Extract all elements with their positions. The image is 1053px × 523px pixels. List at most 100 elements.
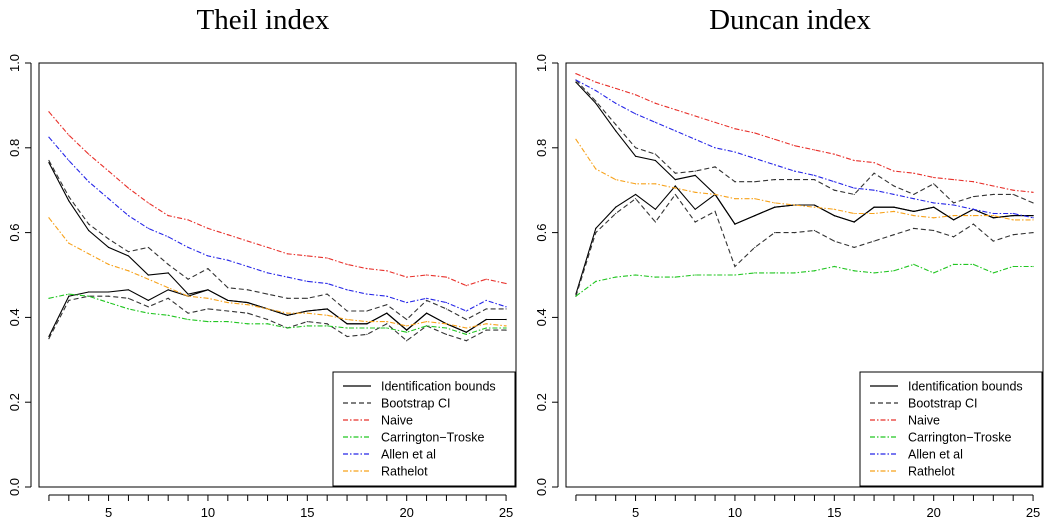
- data-point: [793, 179, 796, 181]
- data-point: [893, 206, 895, 208]
- data-point: [266, 308, 269, 310]
- data-point: [346, 335, 348, 338]
- data-point: [952, 179, 955, 181]
- data-point: [406, 331, 408, 333]
- data-point: [227, 321, 229, 323]
- data-point: [247, 323, 249, 325]
- data-point: [167, 297, 169, 299]
- data-point: [1032, 215, 1034, 217]
- data-point: [1032, 202, 1034, 204]
- data-point: [485, 299, 487, 302]
- y-tick-label: 0.8: [534, 139, 549, 157]
- data-point: [48, 297, 50, 299]
- data-point: [774, 232, 776, 234]
- data-point: [465, 327, 467, 329]
- data-point: [793, 145, 796, 147]
- data-point: [346, 289, 348, 291]
- data-point: [992, 217, 994, 219]
- data-point: [306, 321, 308, 323]
- data-point: [68, 159, 70, 162]
- series-line-bootstrap-ci: [48, 160, 507, 321]
- data-point: [406, 276, 408, 278]
- data-point: [425, 274, 428, 276]
- data-point: [485, 278, 487, 280]
- x-tick-label: 5: [105, 505, 112, 520]
- data-point: [734, 223, 736, 225]
- data-point: [366, 323, 368, 325]
- data-point: [127, 187, 130, 189]
- data-point: [107, 301, 110, 304]
- data-point: [952, 204, 955, 206]
- data-point: [575, 295, 577, 297]
- data-point: [326, 325, 328, 327]
- data-point: [107, 263, 110, 265]
- data-point: [813, 204, 816, 206]
- data-point: [813, 179, 816, 181]
- data-point: [992, 185, 994, 187]
- data-point: [893, 185, 895, 187]
- data-point: [992, 212, 994, 215]
- data-point: [445, 308, 448, 310]
- data-point: [68, 293, 70, 295]
- data-point: [227, 234, 229, 236]
- data-point: [505, 306, 507, 308]
- data-point: [48, 162, 50, 164]
- data-point: [873, 272, 875, 274]
- data-point: [485, 323, 487, 325]
- data-point: [634, 113, 637, 115]
- data-point: [386, 321, 388, 323]
- data-point: [306, 310, 308, 312]
- data-point: [227, 299, 229, 302]
- data-point: [326, 323, 328, 325]
- data-point: [286, 327, 289, 329]
- series-line-series-3: [575, 193, 1034, 297]
- series-group: [575, 73, 1034, 297]
- data-point: [992, 193, 994, 196]
- data-point: [654, 102, 657, 104]
- data-point: [813, 229, 816, 232]
- data-point: [167, 314, 169, 316]
- x-tick-label: 20: [399, 505, 413, 520]
- legend-label: Bootstrap CI: [381, 397, 450, 411]
- data-point: [187, 312, 189, 314]
- data-point: [445, 327, 448, 329]
- data-point: [575, 138, 577, 140]
- data-point: [1012, 234, 1014, 236]
- data-point: [754, 215, 756, 217]
- data-point: [615, 130, 617, 132]
- data-point: [734, 265, 736, 268]
- x-axis: 5 10 15 20 25: [575, 494, 1040, 520]
- data-point: [187, 246, 189, 249]
- data-point: [873, 240, 875, 242]
- data-point: [346, 323, 348, 325]
- data-point: [654, 276, 657, 278]
- data-point: [286, 297, 289, 299]
- data-point: [88, 291, 90, 293]
- data-point: [107, 170, 110, 172]
- data-point: [853, 221, 855, 223]
- x-tick-label: 10: [728, 505, 742, 520]
- data-point: [615, 102, 617, 104]
- data-point: [634, 147, 637, 149]
- data-point: [893, 234, 895, 236]
- data-point: [167, 272, 169, 274]
- data-point: [286, 312, 289, 314]
- y-axis: 0.0 0.2 0.4 0.6 0.8 1.0: [7, 54, 32, 496]
- data-point: [227, 301, 229, 304]
- data-point: [147, 278, 149, 280]
- data-point: [793, 204, 796, 206]
- data-point: [774, 272, 776, 274]
- chart-title: Theil index: [196, 4, 330, 36]
- data-point: [952, 263, 955, 265]
- data-point: [1012, 219, 1014, 221]
- data-point: [1032, 219, 1034, 221]
- data-point: [992, 272, 994, 274]
- data-point: [793, 272, 796, 274]
- data-point: [286, 253, 289, 255]
- data-point: [207, 227, 209, 229]
- data-point: [88, 223, 90, 225]
- data-point: [754, 198, 756, 200]
- data-point: [167, 236, 169, 238]
- data-point: [833, 181, 835, 183]
- data-point: [654, 221, 657, 223]
